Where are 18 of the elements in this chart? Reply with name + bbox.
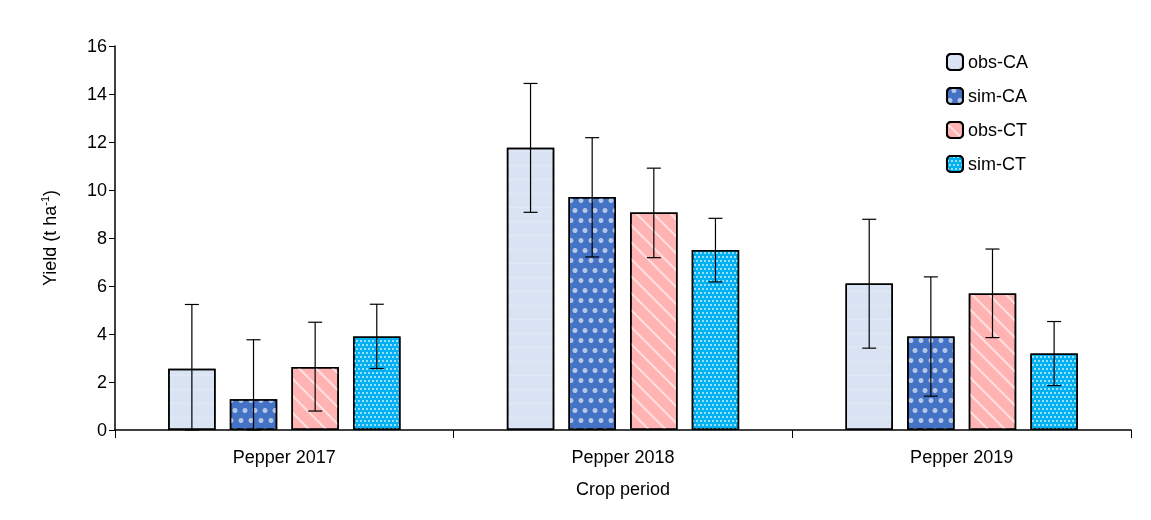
y-tick-label: 14 — [86, 84, 107, 104]
x-tick-label: Pepper 2018 — [571, 447, 675, 467]
x-tick-label: Pepper 2017 — [232, 447, 336, 467]
y-tick-label: 2 — [96, 372, 107, 392]
x-tick-label: Pepper 2019 — [910, 447, 1014, 467]
y-tick-label: 12 — [86, 132, 107, 152]
legend-label: sim-CT — [967, 154, 1026, 174]
y-tick-label: 0 — [96, 420, 107, 440]
y-tick-label: 16 — [86, 36, 107, 56]
legend-label: obs-CA — [967, 52, 1029, 72]
y-tick-label: 4 — [96, 324, 107, 344]
legend-label: obs-CT — [967, 120, 1027, 140]
y-tick-label: 8 — [96, 228, 107, 248]
y-axis-title: Yield (t ha-1) — [38, 189, 60, 287]
y-tick-label: 10 — [86, 180, 107, 200]
legend-label: sim-CA — [967, 86, 1027, 106]
x-axis-title: Crop period — [575, 479, 671, 499]
y-tick-label: 6 — [96, 276, 107, 296]
